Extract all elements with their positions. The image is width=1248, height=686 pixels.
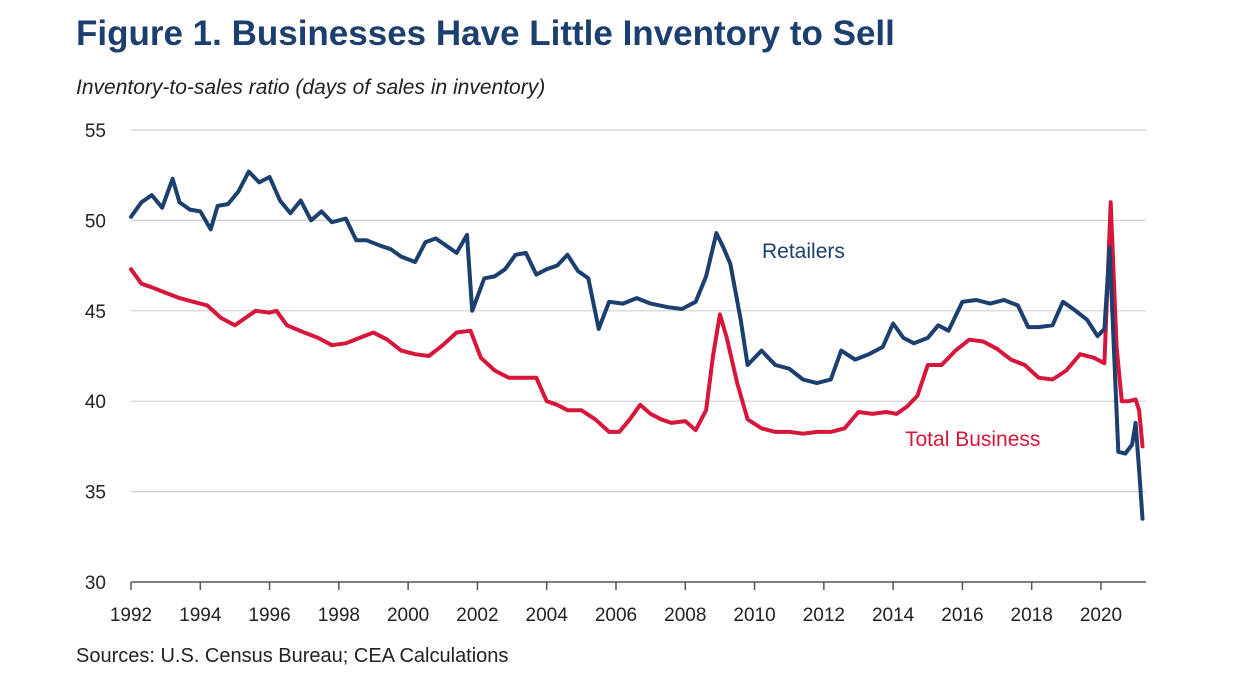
x-axis	[130, 581, 1146, 590]
y-tick-label: 35	[85, 483, 106, 504]
x-tick-label: 2020	[1080, 605, 1122, 626]
source-note: Sources: U.S. Census Bureau; CEA Calcula…	[76, 645, 509, 667]
series-line-total-business	[129, 200, 1145, 449]
x-tick-label: 2014	[872, 605, 915, 626]
x-tick-label: 2002	[456, 605, 498, 626]
x-tick-label: 2012	[803, 605, 845, 626]
x-tick-label: 1996	[248, 605, 290, 626]
x-tick-label: 2010	[733, 605, 775, 626]
x-axis-tick-labels: 1992 1994 1996 1998 2000 2002 2004 2006 2008 2010…	[110, 605, 1122, 626]
x-tick-label: 2016	[941, 605, 983, 626]
x-tick-label: 2000	[387, 605, 429, 626]
y-tick-label: 40	[85, 392, 106, 413]
chart-title: Figure 1. Businesses Have Little Invento…	[76, 14, 895, 53]
y-axis-tick-labels: 30 35 40 45 50 55	[85, 121, 106, 594]
series-line-retailers	[129, 169, 1145, 521]
x-tick-label: 2004	[526, 605, 569, 626]
y-tick-label: 30	[85, 573, 106, 594]
gridlines	[131, 129, 1146, 493]
series-label-retailers: Retailers	[762, 240, 845, 263]
y-tick-label: 45	[85, 302, 106, 323]
x-tick-label: 1992	[110, 605, 152, 626]
x-tick-label: 2018	[1011, 605, 1053, 626]
x-tick-label: 1994	[179, 605, 222, 626]
x-tick-label: 2006	[595, 605, 637, 626]
series-label-total-business: Total Business	[905, 428, 1040, 451]
chart-subtitle: Inventory-to-sales ratio (days of sales …	[76, 76, 546, 99]
y-tick-label: 55	[85, 121, 106, 142]
x-tick-label: 1998	[318, 605, 360, 626]
y-tick-label: 50	[85, 211, 106, 232]
x-tick-label: 2008	[664, 605, 706, 626]
series-lines	[129, 169, 1145, 521]
